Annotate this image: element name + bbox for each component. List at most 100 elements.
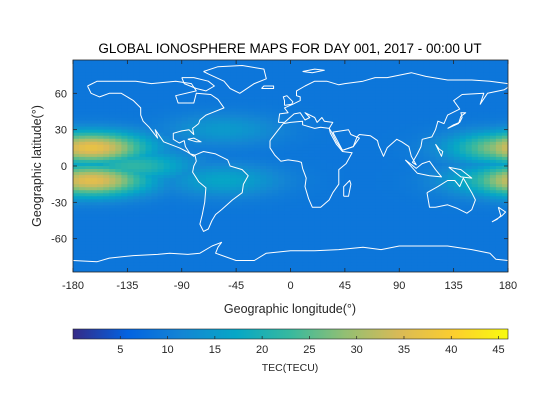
heatmap-cell xyxy=(97,135,104,140)
heatmap-cell xyxy=(471,220,479,225)
heatmap-cell xyxy=(187,135,195,140)
heatmap-cell xyxy=(127,184,135,188)
heatmap-cell xyxy=(139,256,147,261)
heatmap-cell xyxy=(290,84,298,88)
heatmap-cell xyxy=(411,129,418,134)
heatmap-cell xyxy=(501,244,508,249)
heatmap-cell xyxy=(127,93,135,97)
heatmap-cell xyxy=(501,159,508,164)
heatmap-cell xyxy=(308,111,316,116)
heatmap-cell xyxy=(248,81,255,85)
heatmap-cell xyxy=(501,220,508,225)
heatmap-cell xyxy=(356,232,364,237)
heatmap-cell xyxy=(369,196,376,200)
heatmap-cell xyxy=(393,259,400,264)
heatmap-cell xyxy=(73,178,80,182)
heatmap-cell xyxy=(465,223,473,228)
heatmap-cell xyxy=(489,117,497,122)
heatmap-cell xyxy=(435,220,443,225)
heatmap-cell xyxy=(260,214,267,219)
heatmap-cell xyxy=(405,60,412,64)
heatmap-cell xyxy=(399,250,406,255)
heatmap-cell xyxy=(248,96,255,100)
heatmap-cell xyxy=(85,69,92,73)
heatmap-cell xyxy=(483,117,491,122)
heatmap-cell xyxy=(471,253,479,258)
heatmap-cell xyxy=(211,184,219,188)
heatmap-cell xyxy=(314,214,322,219)
heatmap-cell xyxy=(248,205,255,209)
heatmap-cell xyxy=(242,208,249,213)
heatmap-cell xyxy=(133,250,141,255)
heatmap-cell xyxy=(399,175,406,179)
heatmap-cell xyxy=(447,120,455,125)
heatmap-cell xyxy=(326,211,334,216)
heatmap-cell xyxy=(127,153,135,158)
heatmap-cell xyxy=(133,259,141,264)
heatmap-cell xyxy=(375,102,382,107)
heatmap-cell xyxy=(326,144,334,149)
heatmap-cell xyxy=(248,99,255,103)
heatmap-cell xyxy=(320,187,328,191)
heatmap-cell xyxy=(423,214,431,219)
heatmap-cell xyxy=(308,217,316,222)
heatmap-cell xyxy=(483,60,491,64)
heatmap-cell xyxy=(441,135,449,140)
heatmap-cell xyxy=(115,90,122,94)
heatmap-cell xyxy=(236,199,243,203)
heatmap-cell xyxy=(320,181,328,185)
heatmap-cell xyxy=(242,199,249,203)
heatmap-cell xyxy=(169,169,177,173)
heatmap-cell xyxy=(381,184,388,188)
heatmap-cell xyxy=(441,193,449,197)
heatmap-cell xyxy=(459,226,467,231)
heatmap-cell xyxy=(199,250,207,255)
heatmap-cell xyxy=(326,235,334,240)
heatmap-cell xyxy=(453,153,461,158)
heatmap-cell xyxy=(344,208,352,213)
heatmap-cell xyxy=(459,129,467,134)
heatmap-cell xyxy=(199,268,207,272)
heatmap-cell xyxy=(387,123,394,128)
heatmap-cell xyxy=(477,259,485,264)
heatmap-cell xyxy=(103,84,110,88)
heatmap-cell xyxy=(477,147,485,152)
heatmap-cell xyxy=(248,220,255,225)
heatmap-cell xyxy=(429,63,437,67)
heatmap-cell xyxy=(91,196,98,200)
heatmap-cell xyxy=(393,78,400,82)
heatmap-cell xyxy=(109,144,116,149)
heatmap-cell xyxy=(145,156,153,161)
heatmap-cell xyxy=(338,202,346,206)
heatmap-cell xyxy=(157,178,165,182)
heatmap-cell xyxy=(302,60,310,64)
heatmap-cell xyxy=(266,196,273,200)
heatmap-cell xyxy=(320,193,328,197)
heatmap-cell xyxy=(284,211,292,216)
heatmap-cell xyxy=(465,84,473,88)
heatmap-cell xyxy=(103,99,110,103)
heatmap-cell xyxy=(127,117,135,122)
heatmap-cell xyxy=(242,250,249,255)
heatmap-cell xyxy=(115,114,122,119)
heatmap-cell xyxy=(320,162,328,167)
heatmap-cell xyxy=(350,90,358,94)
heatmap-cell xyxy=(302,72,310,76)
heatmap-cell xyxy=(387,220,394,225)
heatmap-cell xyxy=(350,202,358,206)
heatmap-cell xyxy=(79,102,86,107)
heatmap-cell xyxy=(181,147,189,152)
heatmap-cell xyxy=(91,90,98,94)
heatmap-cell xyxy=(369,223,376,228)
heatmap-cell xyxy=(187,196,195,200)
heatmap-cell xyxy=(308,223,316,228)
heatmap-cell xyxy=(115,262,122,267)
heatmap-cell xyxy=(85,120,92,125)
heatmap-cell xyxy=(501,135,508,140)
heatmap-cell xyxy=(248,178,255,182)
heatmap-cell xyxy=(266,102,273,107)
heatmap-cell xyxy=(103,114,110,119)
heatmap-cell xyxy=(411,244,418,249)
heatmap-cell xyxy=(453,229,461,234)
heatmap-cell xyxy=(85,172,92,176)
